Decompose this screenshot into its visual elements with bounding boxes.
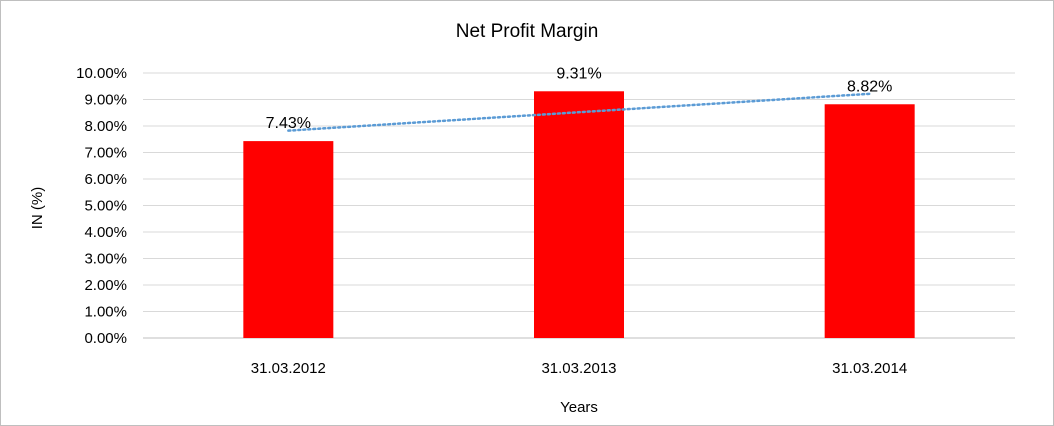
bar-31.03.2012 (243, 141, 334, 338)
y-tick-label: 7.00% (84, 145, 127, 162)
x-category-label: 31.03.2012 (251, 360, 326, 377)
y-tick-label: 8.00% (84, 118, 127, 135)
y-tick-label: 2.00% (84, 277, 127, 294)
bars (243, 91, 915, 339)
trendline (287, 92, 871, 132)
data-label: 8.82% (847, 78, 892, 95)
y-axis-label: IN (%) (29, 187, 46, 230)
data-label: 7.43% (266, 115, 311, 132)
y-tick-label: 0.00% (84, 330, 127, 347)
y-tick-label: 3.00% (84, 251, 127, 268)
x-axis-categories: 31.03.2012 31.03.2013 31.03.2014 (251, 360, 907, 377)
y-tick-label: 9.00% (84, 92, 127, 109)
chart-title: Net Profit Margin (456, 21, 599, 42)
data-labels: 7.43% 9.31% 8.82% (266, 65, 893, 132)
y-tick-label: 5.00% (84, 198, 127, 215)
data-label: 9.31% (556, 65, 601, 82)
y-tick-label: 4.00% (84, 224, 127, 241)
linear-trendline (287, 92, 871, 132)
y-tick-label: 1.00% (84, 304, 127, 321)
y-tick-label: 10.00% (76, 65, 127, 82)
x-category-label: 31.03.2013 (541, 360, 616, 377)
x-category-label: 31.03.2014 (832, 360, 907, 377)
bar-31.03.2014 (824, 104, 915, 339)
y-axis-ticks: 0.00% 1.00% 2.00% 3.00% 4.00% 5.00% 6.00% 7.00%… (76, 65, 127, 347)
bar-31.03.2013 (534, 91, 624, 338)
y-tick-label: 6.00% (84, 171, 127, 188)
x-axis-label: Years (560, 399, 598, 416)
